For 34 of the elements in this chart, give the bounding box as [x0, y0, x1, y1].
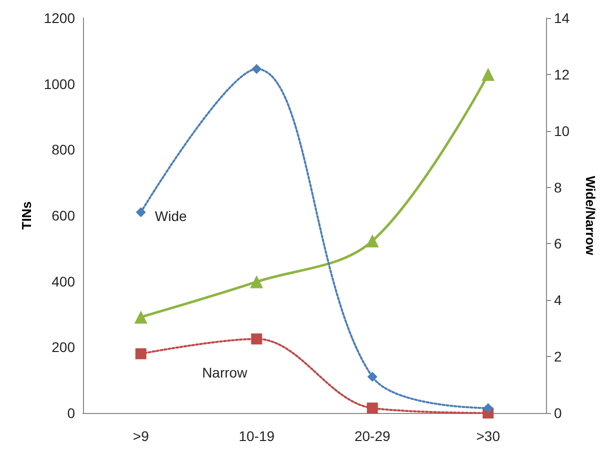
- y-tick-label: 0: [67, 405, 76, 421]
- point: [367, 372, 378, 382]
- x-tick-label: >9: [132, 428, 150, 444]
- point: [134, 310, 148, 324]
- y2-tick-label: 0: [554, 405, 562, 421]
- point: [366, 234, 379, 248]
- y2-tick-label: 10: [554, 122, 570, 139]
- y2-tick-label: 6: [554, 236, 562, 252]
- y2-tick-label: 4: [554, 292, 562, 308]
- y2-tick-label: 8: [554, 179, 562, 196]
- point: [482, 68, 495, 81]
- point: [483, 403, 494, 414]
- x-tick-label: 20-29: [354, 428, 390, 444]
- y2-axis-title: Wide/Narrow: [583, 176, 598, 256]
- y-tick-label: 400: [52, 273, 76, 290]
- x-tick-label: 10-19: [238, 428, 275, 444]
- point: [136, 207, 146, 218]
- y-tick-label: 200: [52, 339, 76, 356]
- y-tick-label: 800: [52, 142, 76, 158]
- point: [251, 333, 262, 344]
- y2-tick-label: 14: [554, 10, 570, 26]
- y-tick-label: 1000: [44, 76, 76, 92]
- point: [366, 402, 378, 414]
- y2-tick-label: 2: [554, 348, 562, 365]
- series-label: Narrow: [202, 364, 248, 380]
- y-tick-label: 600: [52, 208, 76, 224]
- y-axis-title: TINs: [18, 201, 34, 230]
- point: [252, 64, 262, 74]
- y2-tick-label: 12: [554, 66, 570, 82]
- x-tick-label: >30: [476, 428, 500, 444]
- point: [250, 275, 264, 288]
- point: [135, 348, 146, 360]
- series-label: Wide: [154, 208, 187, 224]
- y-tick-label: 1200: [44, 10, 76, 26]
